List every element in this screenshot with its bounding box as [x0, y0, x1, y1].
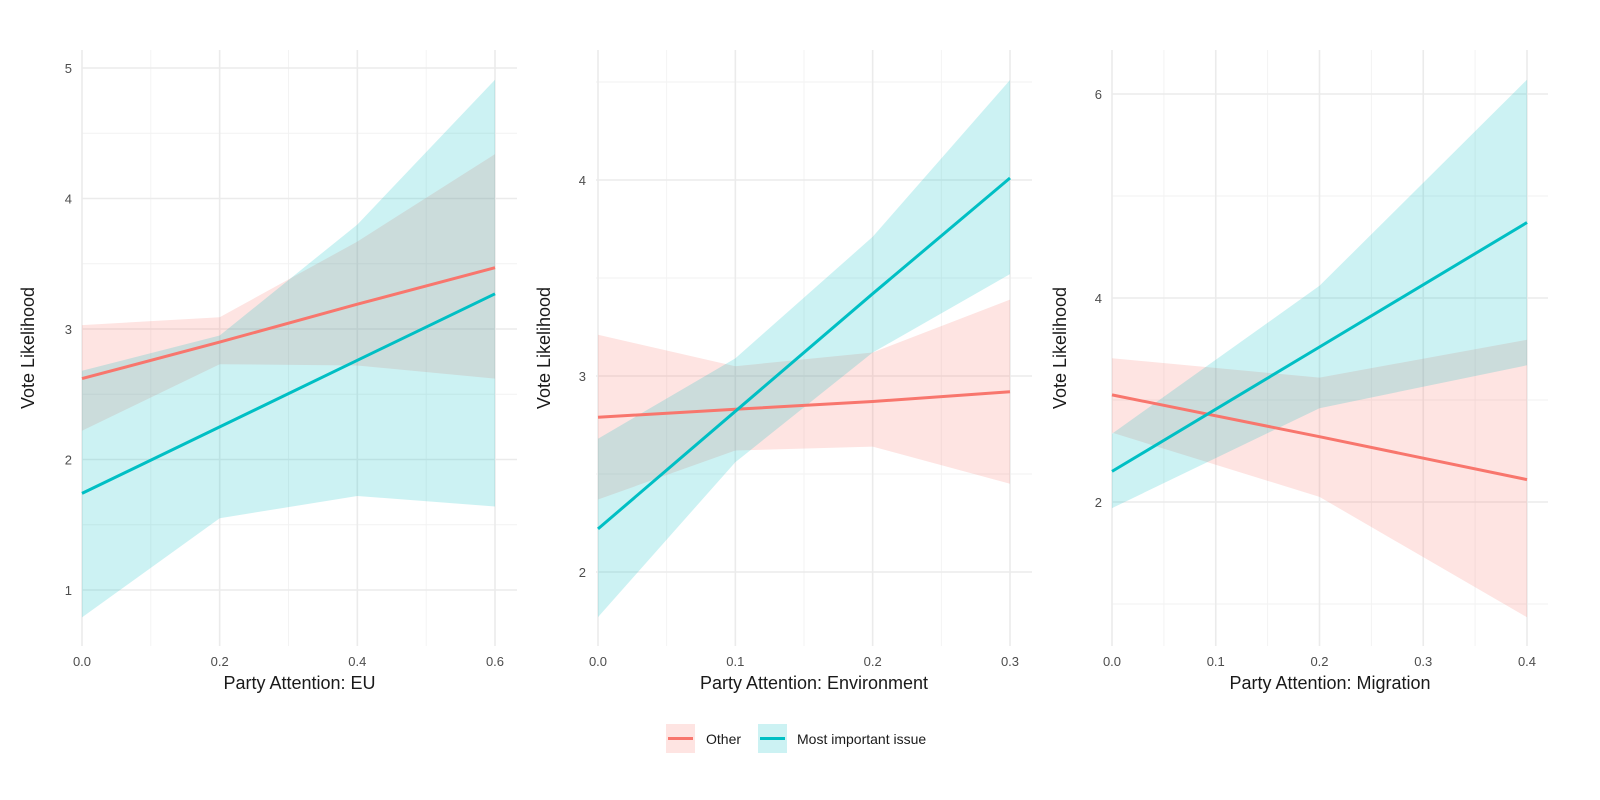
y-tick-label: 2 — [579, 565, 586, 580]
line-other — [81, 266, 496, 381]
legend-item-other[interactable]: Other — [666, 724, 741, 753]
x-axis-title: Party Attention: Environment — [700, 673, 928, 693]
line-other — [1111, 393, 1528, 482]
ribbon-most-important-issue — [1112, 79, 1527, 509]
y-tick-label: 2 — [65, 453, 72, 468]
y-axis-title: Vote Likelihood — [18, 287, 38, 409]
x-tick-label: 0.1 — [1207, 654, 1225, 669]
line-most-important-issue — [597, 176, 1011, 531]
x-tick-label: 0.3 — [1001, 654, 1019, 669]
x-tick-label: 0.0 — [589, 654, 607, 669]
line-most-important-issue — [81, 292, 496, 495]
x-axis-title: Party Attention: Migration — [1229, 673, 1430, 693]
panel-migration: 2 4 6 0.0 0.1 0.2 0.3 0.4 Party Attention: Migra… — [1050, 50, 1548, 693]
y-tick-label: 3 — [579, 369, 586, 384]
x-tick-label: 0.4 — [1518, 654, 1536, 669]
panel-eu: 1 2 3 4 5 0.0 0.2 0.4 0.6 Party Attention: EU Vote… — [18, 50, 517, 693]
y-tick-label: 4 — [65, 192, 72, 207]
ribbon-other — [82, 154, 495, 431]
line-other — [597, 390, 1011, 419]
x-tick-label: 0.4 — [348, 654, 366, 669]
y-tick-label: 1 — [65, 583, 72, 598]
y-axis-title: Vote Likelihood — [1050, 287, 1070, 409]
x-tick-label: 0.3 — [1414, 654, 1432, 669]
x-tick-label: 0.0 — [1103, 654, 1121, 669]
ribbon-other — [598, 299, 1010, 500]
legend-item-most-important-issue[interactable]: Most important issue — [758, 724, 926, 753]
y-axis-title: Vote Likelihood — [534, 287, 554, 409]
x-tick-label: 0.6 — [486, 654, 504, 669]
line-most-important-issue — [1111, 221, 1528, 473]
y-tick-label: 6 — [1095, 87, 1102, 102]
panel-environment: 2 3 4 0.0 0.1 0.2 0.3 Party Attention: Environm… — [534, 50, 1032, 693]
legend: Other Most important issue — [666, 724, 926, 753]
x-tick-label: 0.2 — [211, 654, 229, 669]
y-tick-label: 5 — [65, 61, 72, 76]
ribbon-most-important-issue — [598, 80, 1010, 618]
legend-label-other: Other — [706, 731, 741, 747]
y-tick-label: 3 — [65, 322, 72, 337]
y-tick-label: 2 — [1095, 495, 1102, 510]
y-tick-label: 4 — [1095, 291, 1102, 306]
ribbon-most-important-issue — [82, 79, 495, 618]
legend-label-most-important-issue: Most important issue — [797, 731, 926, 747]
x-tick-label: 0.2 — [864, 654, 882, 669]
x-tick-label: 0.2 — [1310, 654, 1328, 669]
x-tick-label: 0.1 — [726, 654, 744, 669]
x-tick-label: 0.0 — [73, 654, 91, 669]
x-axis-title: Party Attention: EU — [223, 673, 375, 693]
y-tick-label: 4 — [579, 173, 586, 188]
